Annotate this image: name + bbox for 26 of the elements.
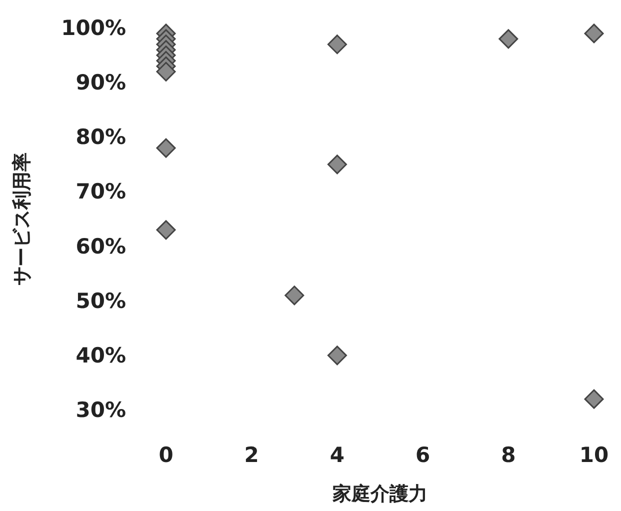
- point: [156, 220, 176, 240]
- x-tick-label: 10: [579, 443, 609, 467]
- point: [584, 389, 604, 409]
- y-tick-label: 40%: [76, 343, 126, 368]
- y-tick-label: 100%: [61, 16, 126, 40]
- x-tick-label: 0: [158, 443, 174, 467]
- point: [156, 138, 176, 158]
- x-tick-label: 2: [244, 443, 259, 467]
- x-tick-label: 6: [415, 443, 430, 467]
- point: [156, 62, 176, 82]
- point: [284, 286, 304, 306]
- y-tick-label: 70%: [76, 180, 126, 204]
- y-tick-label: 60%: [76, 234, 126, 258]
- y-tick-label: 80%: [76, 125, 126, 150]
- point: [584, 24, 604, 44]
- y-tick-label: 50%: [76, 288, 126, 313]
- y-tick-label: 90%: [76, 70, 126, 95]
- point: [327, 34, 347, 54]
- point: [327, 154, 347, 174]
- x-tick-label: 8: [501, 443, 516, 467]
- point: [498, 29, 518, 49]
- point: [327, 346, 347, 366]
- x-tick-label: 4: [330, 443, 345, 467]
- y-axis-title: サービス利用率: [11, 152, 33, 286]
- y-tick-label: 30%: [76, 398, 126, 422]
- x-axis-title: 家庭介護力: [332, 483, 428, 505]
